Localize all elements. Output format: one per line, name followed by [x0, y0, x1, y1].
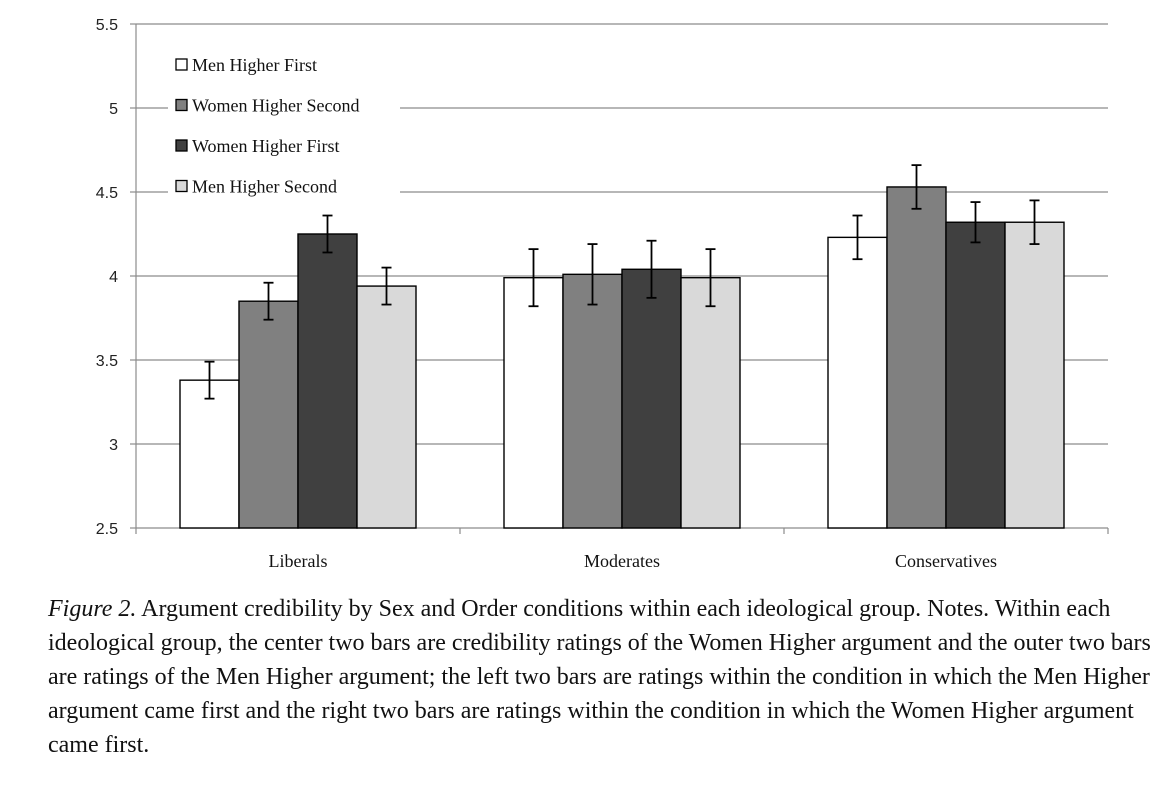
legend-label: Men Higher First: [192, 55, 317, 75]
bar-conservatives-women-higher-second: [886, 186, 947, 529]
y-tick-label: 2.5: [96, 521, 118, 538]
bar-moderates-women-higher-first: [621, 268, 682, 529]
bars: [179, 186, 1065, 529]
legend-swatch: [175, 139, 188, 152]
x-category-label: Liberals: [269, 551, 328, 571]
bar-liberals-men-higher-second: [356, 285, 417, 529]
x-category-label: Moderates: [584, 551, 660, 571]
legend-label: Men Higher Second: [192, 177, 337, 197]
figure-label: Figure 2.: [48, 596, 137, 622]
bar-moderates-men-higher-first: [503, 276, 564, 529]
bar-liberals-women-higher-first: [297, 233, 358, 529]
bar-liberals-women-higher-second: [238, 300, 299, 529]
bar-liberals-men-higher-first: [179, 379, 240, 529]
legend-label: Women Higher Second: [192, 96, 360, 116]
legend-swatch: [175, 58, 188, 71]
y-tick-label: 3.5: [96, 353, 118, 370]
legend-swatch: [175, 98, 188, 112]
axis-labels: 2.5 3 3.5 4 4.5 5 5.5 Liberals Moderates Conserva…: [96, 17, 997, 571]
y-tick-label: 5.5: [96, 17, 118, 34]
y-tick-label: 5: [109, 101, 118, 118]
error-bars: [204, 164, 1040, 400]
y-tick-label: 4.5: [96, 185, 118, 202]
legend-label: Women Higher First: [192, 136, 340, 156]
legend: Men Higher First Women Higher Second Women…: [168, 44, 400, 206]
bar-conservatives-men-higher-first: [827, 236, 888, 529]
legend-background: [168, 44, 400, 206]
y-tick-label: 4: [109, 269, 118, 286]
figure-caption-text: Argument credibility by Sex and Order co…: [48, 596, 1151, 758]
bar-chart: 2.5 3 3.5 4 4.5 5 5.5 Liberals Moderates Conserva…: [96, 17, 1109, 571]
bar-moderates-women-higher-second: [562, 273, 623, 529]
legend-swatch: [175, 179, 188, 193]
bar-moderates-men-higher-second: [680, 276, 741, 529]
y-tick-label: 3: [109, 437, 118, 454]
x-category-label: Conservatives: [895, 551, 997, 571]
bar-conservatives-men-higher-second: [1004, 221, 1065, 529]
bar-conservatives-women-higher-first: [945, 221, 1006, 529]
figure-caption: Figure 2. Argument credibility by Sex an…: [48, 592, 1158, 762]
